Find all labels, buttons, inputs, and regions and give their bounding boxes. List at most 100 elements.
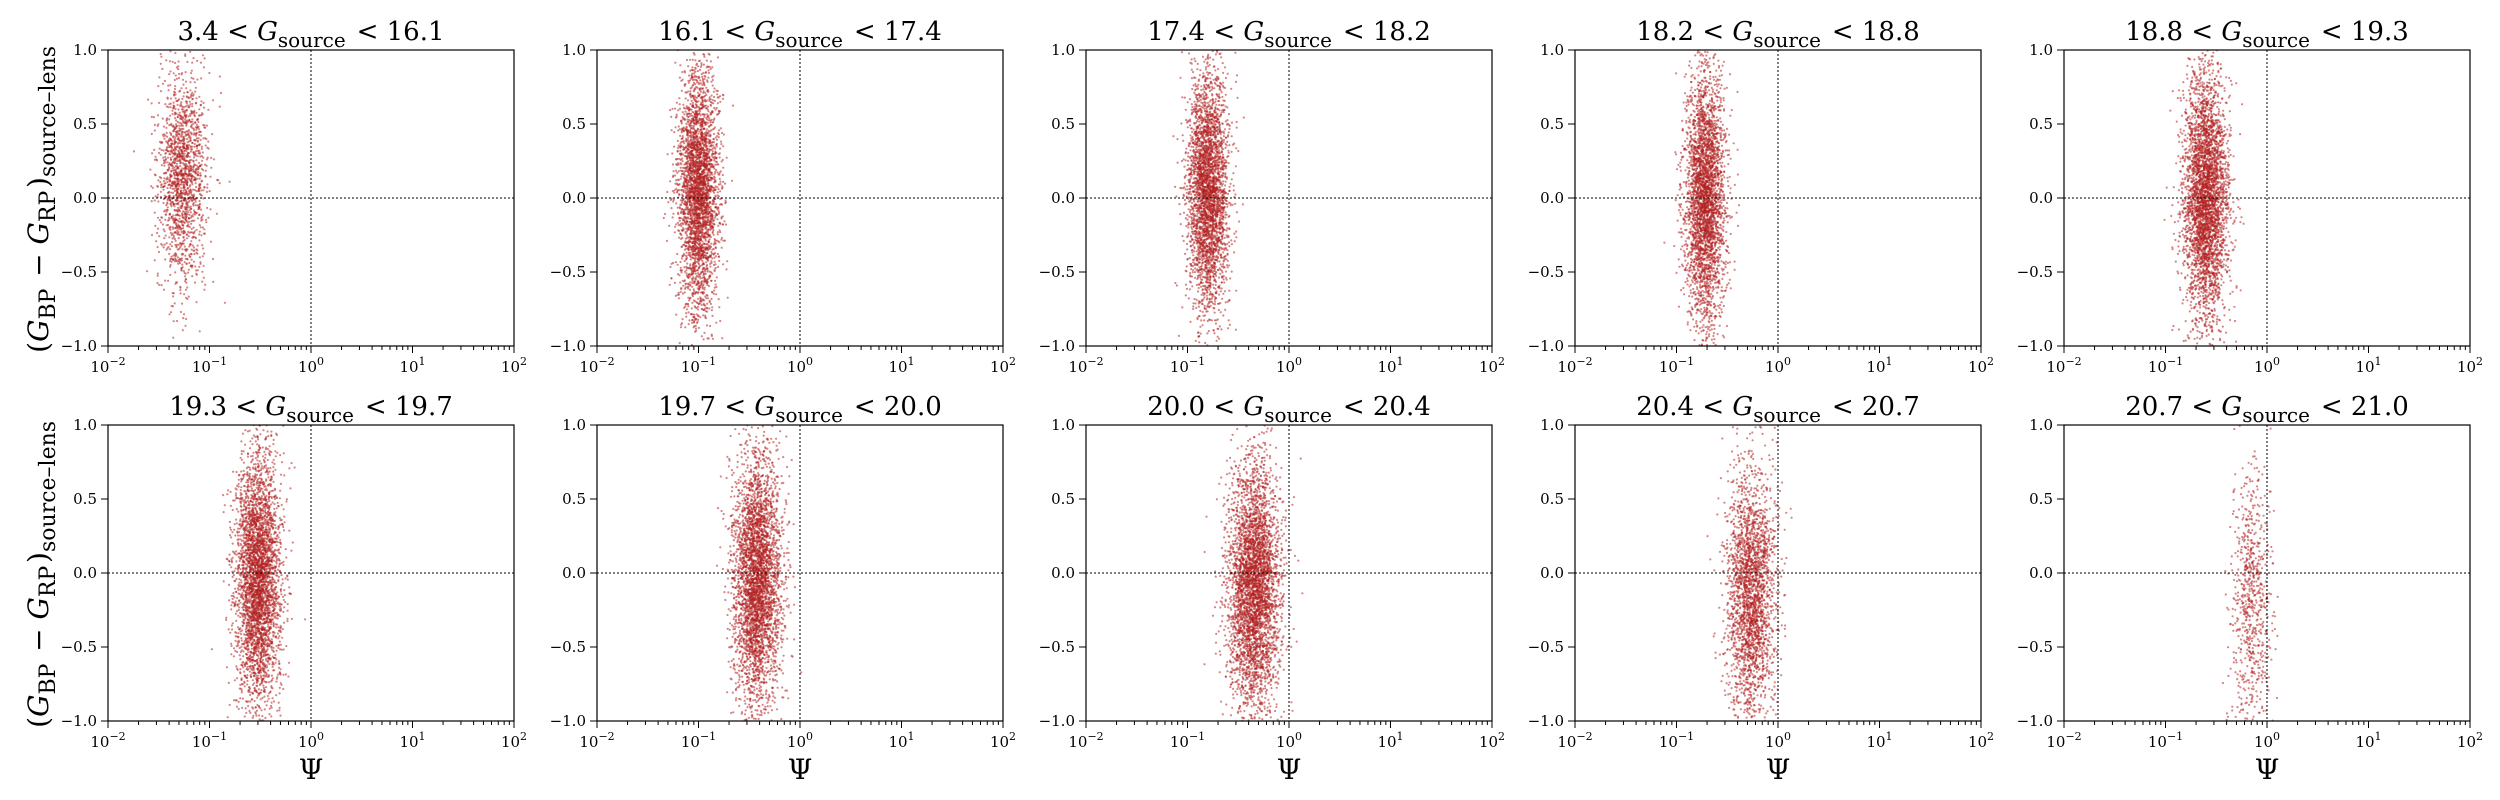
scatter-point <box>192 188 195 191</box>
scatter-point <box>707 193 711 196</box>
scatter-point <box>695 161 699 164</box>
scatter-point <box>186 138 189 141</box>
scatter-point <box>712 127 716 130</box>
scatter-point <box>159 90 163 93</box>
scatter-point <box>702 196 705 199</box>
scatter-point <box>705 59 708 62</box>
scatter-point <box>693 136 697 139</box>
scatter-point <box>180 189 183 192</box>
scatter-point <box>189 81 192 84</box>
scatter-point <box>675 223 678 226</box>
x-tick-label: 100 <box>787 355 813 376</box>
scatter-point <box>714 170 717 173</box>
scatter-point <box>720 143 723 146</box>
scatter-point <box>686 112 689 115</box>
scatter-point <box>704 239 707 242</box>
scatter-point <box>689 187 692 190</box>
scatter-point <box>178 90 181 93</box>
scatter-point <box>176 157 179 160</box>
scatter-point <box>710 185 713 189</box>
scatter-point <box>178 225 181 228</box>
scatter-point <box>174 93 177 96</box>
scatter-point <box>194 182 197 185</box>
scatter-point <box>714 203 718 206</box>
scatter-point <box>694 219 697 222</box>
scatter-point <box>688 112 691 115</box>
scatter-point <box>700 62 703 65</box>
scatter-point <box>180 259 183 262</box>
scatter-point <box>691 208 694 211</box>
scatter-point <box>711 155 714 158</box>
scatter-point <box>685 220 688 223</box>
scatter-point <box>179 193 182 196</box>
scatter-point <box>194 236 197 239</box>
scatter-point <box>166 150 169 153</box>
scatter-point <box>679 64 682 67</box>
scatter-point <box>174 85 177 88</box>
scatter-point <box>688 297 692 300</box>
scatter-point <box>701 96 704 99</box>
scatter-point <box>708 307 711 310</box>
scatter-point <box>678 342 681 345</box>
scatter-point <box>688 118 691 121</box>
scatter-point <box>160 221 163 224</box>
scatter-point <box>182 183 185 186</box>
scatter-point <box>708 201 712 204</box>
scatter-point <box>173 161 176 164</box>
scatter-point <box>690 108 693 111</box>
scatter-point <box>686 186 689 189</box>
scatter-point <box>169 259 172 263</box>
scatter-point <box>706 259 710 262</box>
scatter-point <box>206 156 209 159</box>
scatter-point <box>687 174 691 177</box>
scatter-point <box>694 257 698 260</box>
scatter-point <box>677 291 680 294</box>
scatter-point <box>210 166 213 169</box>
scatter-point <box>170 205 173 208</box>
scatter-point <box>708 174 711 177</box>
scatter-point <box>207 140 210 143</box>
scatter-point <box>181 192 184 195</box>
scatter-point <box>690 94 694 97</box>
scatter-point <box>182 146 185 149</box>
scatter-point <box>190 132 193 135</box>
scatter-point <box>725 268 728 271</box>
scatter-point <box>173 187 176 190</box>
scatter-point <box>714 136 717 139</box>
scatter-point <box>721 223 725 226</box>
scatter-point <box>693 280 696 283</box>
scatter-point <box>719 319 722 323</box>
scatter-point <box>695 321 699 325</box>
scatter-point <box>685 247 688 250</box>
scatter-point <box>704 238 707 241</box>
scatter-point <box>200 145 203 148</box>
scatter-point <box>675 158 678 161</box>
scatter-point <box>195 111 198 114</box>
scatter-point <box>707 119 711 122</box>
scatter-point <box>190 248 193 251</box>
scatter-point <box>184 53 187 56</box>
scatter-point <box>701 100 704 104</box>
scatter-point <box>714 239 717 242</box>
scatter-point <box>688 109 691 112</box>
scatter-point <box>691 256 694 259</box>
scatter-point <box>707 69 710 72</box>
scatter-point <box>200 208 203 211</box>
scatter-point <box>718 306 721 309</box>
scatter-point <box>199 174 202 177</box>
scatter-point <box>184 100 187 103</box>
scatter-point <box>703 115 706 118</box>
scatter-point <box>194 121 197 124</box>
scatter-point <box>689 200 692 203</box>
scatter-point <box>677 146 680 150</box>
scatter-point <box>198 128 201 131</box>
scatter-point <box>730 179 734 182</box>
scatter-point <box>177 113 180 116</box>
scatter-point <box>187 230 190 233</box>
scatter-point <box>1235 126 1238 129</box>
scatter-point <box>711 306 714 309</box>
scatter-point <box>696 246 699 249</box>
scatter-point <box>171 109 174 112</box>
scatter-point <box>697 177 700 180</box>
scatter-point <box>164 234 167 237</box>
